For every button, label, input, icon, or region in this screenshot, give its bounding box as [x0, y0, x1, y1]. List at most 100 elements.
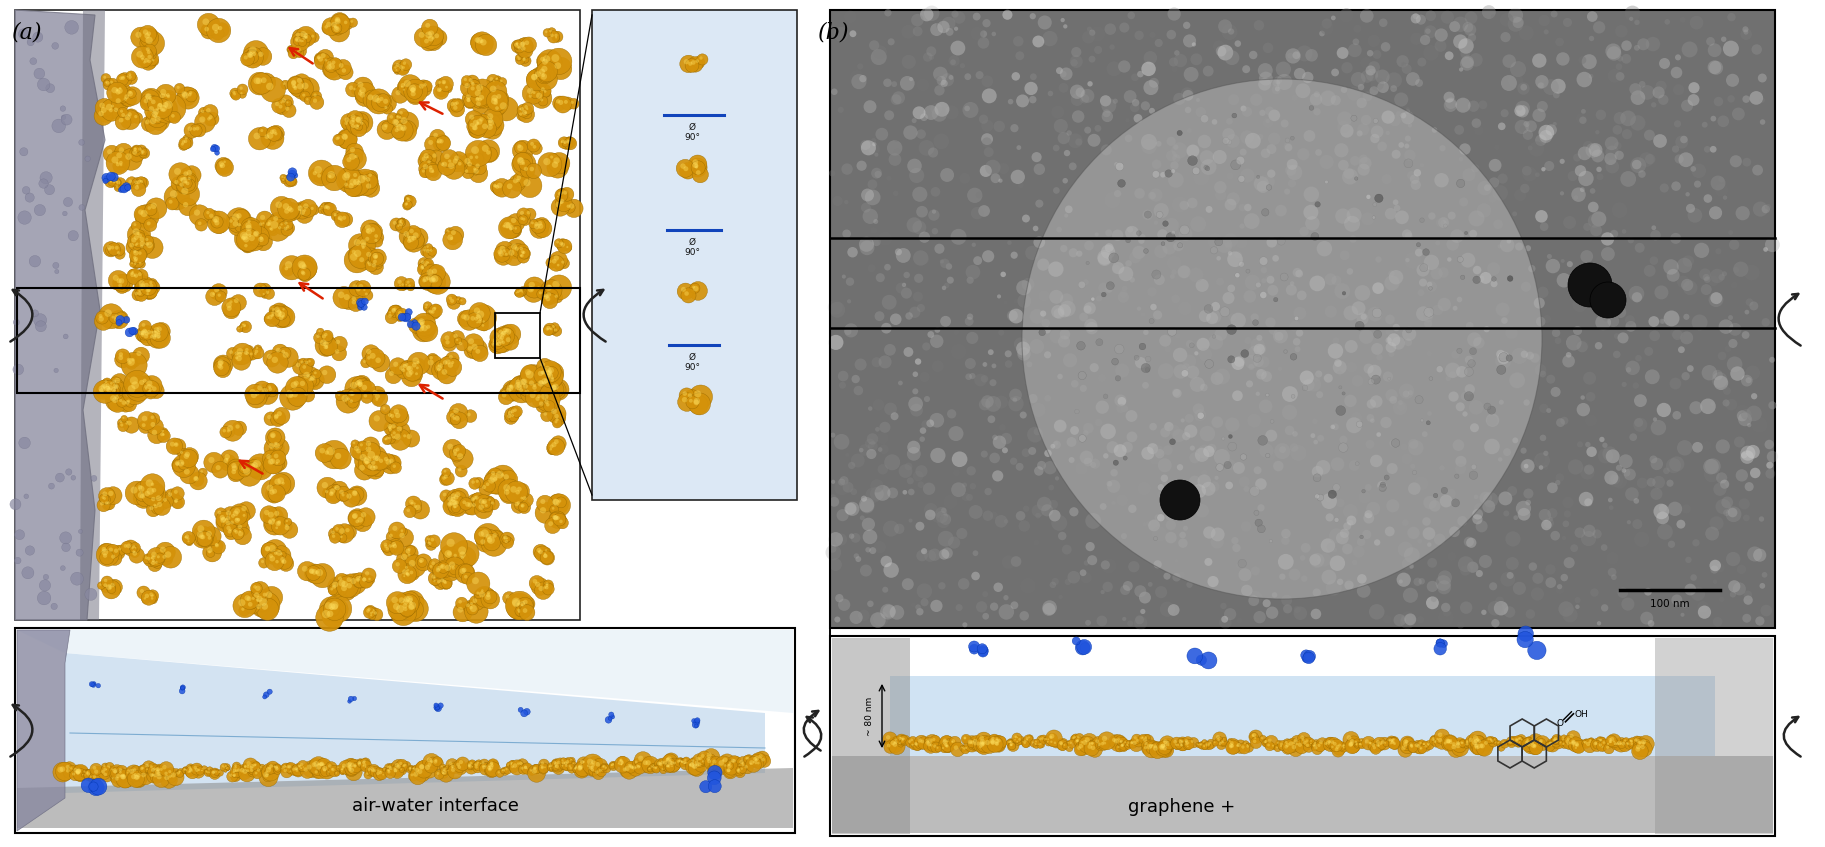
Circle shape — [1721, 36, 1726, 42]
Circle shape — [268, 305, 279, 316]
Circle shape — [241, 506, 246, 512]
Circle shape — [182, 534, 192, 544]
Circle shape — [1153, 745, 1157, 748]
Circle shape — [542, 378, 548, 385]
Circle shape — [263, 293, 265, 295]
Circle shape — [433, 84, 449, 99]
Circle shape — [274, 767, 281, 774]
Circle shape — [334, 25, 339, 32]
Circle shape — [268, 518, 276, 525]
Circle shape — [372, 95, 380, 102]
Circle shape — [369, 768, 374, 773]
Circle shape — [254, 460, 261, 468]
Circle shape — [464, 601, 476, 613]
Circle shape — [334, 25, 338, 29]
Circle shape — [144, 285, 157, 299]
Circle shape — [126, 358, 137, 369]
Circle shape — [1599, 737, 1606, 745]
Circle shape — [1692, 442, 1703, 452]
Circle shape — [670, 761, 673, 765]
Circle shape — [334, 523, 354, 543]
Circle shape — [1022, 740, 1026, 745]
Circle shape — [292, 84, 296, 88]
Circle shape — [1737, 410, 1748, 421]
Circle shape — [287, 46, 296, 53]
Circle shape — [1544, 465, 1548, 470]
Circle shape — [1256, 479, 1267, 490]
Circle shape — [1299, 370, 1314, 385]
Circle shape — [1548, 744, 1549, 747]
Circle shape — [232, 469, 235, 474]
Circle shape — [281, 559, 287, 564]
Circle shape — [1263, 741, 1265, 743]
Circle shape — [1046, 730, 1062, 746]
Circle shape — [573, 766, 580, 772]
Circle shape — [1752, 44, 1761, 55]
Circle shape — [431, 562, 434, 565]
Circle shape — [1044, 737, 1048, 742]
Circle shape — [166, 93, 170, 97]
Circle shape — [560, 97, 575, 110]
Circle shape — [431, 36, 434, 40]
Circle shape — [192, 520, 215, 543]
Circle shape — [139, 492, 144, 498]
Circle shape — [305, 33, 308, 35]
Circle shape — [504, 540, 507, 543]
Circle shape — [504, 767, 511, 774]
Circle shape — [425, 249, 429, 252]
Circle shape — [1436, 580, 1451, 595]
Circle shape — [1513, 736, 1524, 746]
Circle shape — [829, 495, 836, 501]
Circle shape — [268, 554, 274, 558]
Circle shape — [60, 532, 71, 544]
Circle shape — [883, 454, 900, 470]
Circle shape — [102, 499, 113, 510]
Circle shape — [230, 88, 241, 99]
Circle shape — [431, 760, 433, 762]
Circle shape — [297, 261, 314, 277]
Circle shape — [270, 228, 274, 230]
Circle shape — [1562, 355, 1575, 368]
Circle shape — [314, 53, 327, 65]
Circle shape — [418, 557, 423, 562]
Circle shape — [142, 416, 148, 421]
Circle shape — [126, 421, 128, 423]
Circle shape — [89, 782, 99, 791]
Circle shape — [398, 314, 400, 317]
Circle shape — [1184, 107, 1192, 113]
Circle shape — [150, 422, 155, 427]
Circle shape — [657, 760, 666, 769]
Circle shape — [487, 767, 491, 772]
Circle shape — [1064, 579, 1071, 585]
Circle shape — [1133, 230, 1139, 237]
Circle shape — [1540, 435, 1546, 441]
Circle shape — [936, 507, 947, 518]
Circle shape — [223, 764, 230, 771]
Circle shape — [330, 13, 349, 31]
Circle shape — [462, 501, 465, 504]
Circle shape — [385, 124, 389, 127]
Circle shape — [400, 761, 403, 765]
Circle shape — [1234, 740, 1246, 754]
Circle shape — [1553, 122, 1557, 126]
Circle shape — [99, 102, 104, 108]
Circle shape — [1144, 363, 1150, 366]
Circle shape — [232, 764, 241, 772]
Circle shape — [360, 761, 361, 764]
Circle shape — [347, 396, 358, 408]
Circle shape — [661, 757, 675, 772]
Circle shape — [403, 364, 407, 368]
Circle shape — [400, 366, 411, 378]
Circle shape — [370, 465, 376, 471]
Circle shape — [1117, 495, 1128, 506]
Circle shape — [365, 461, 380, 476]
Circle shape — [438, 703, 443, 708]
Circle shape — [1352, 38, 1360, 45]
Circle shape — [1438, 738, 1442, 742]
Circle shape — [982, 133, 993, 145]
Circle shape — [1241, 350, 1248, 357]
Circle shape — [1365, 69, 1378, 81]
Circle shape — [336, 215, 345, 224]
Circle shape — [409, 767, 411, 770]
Circle shape — [502, 325, 515, 339]
